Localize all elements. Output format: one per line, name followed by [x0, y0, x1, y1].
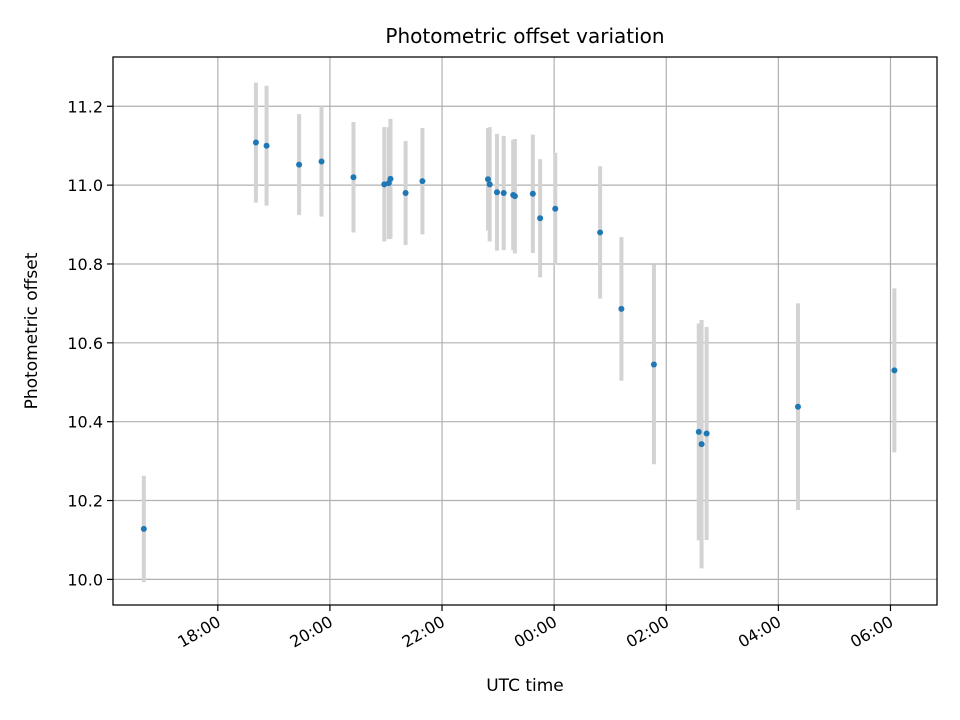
grid-lines [113, 57, 937, 605]
y-tick-label: 10.0 [67, 570, 103, 589]
y-tick-label: 10.2 [67, 492, 103, 511]
data-point [140, 525, 147, 532]
data-point [794, 403, 801, 410]
x-axis-label: UTC time [486, 676, 564, 696]
y-axis-label: Photometric offset [22, 252, 42, 409]
data-point [381, 181, 388, 188]
data-point [698, 441, 705, 448]
data-point [485, 176, 492, 183]
y-tick-label: 10.4 [67, 413, 103, 432]
data-point [419, 178, 426, 185]
y-tick-label: 10.6 [67, 334, 103, 353]
data-point [891, 367, 898, 374]
data-point [387, 175, 394, 182]
data-point [263, 142, 270, 149]
data-point [552, 205, 559, 212]
data-point [296, 161, 303, 168]
y-tick-label: 10.8 [67, 255, 103, 274]
y-tick-label: 11.2 [67, 97, 103, 116]
data-point [493, 189, 500, 196]
data-point [537, 215, 544, 222]
data-point [597, 229, 604, 236]
data-point [402, 190, 409, 197]
data-point [703, 430, 710, 437]
data-point [486, 181, 493, 188]
data-point [511, 193, 518, 200]
data-point [318, 158, 325, 165]
plot-area-frame [112, 56, 938, 606]
y-axis-ticks: 10.0 10.2 10.4 10.6 10.8 11.0 11.2 [67, 97, 113, 589]
chart-title: Photometric offset variation [385, 24, 664, 48]
data-point [650, 361, 657, 368]
data-point [695, 428, 702, 435]
data-point [500, 190, 507, 197]
data-point [529, 190, 536, 197]
y-tick-label: 11.0 [67, 176, 103, 195]
data-points [140, 139, 898, 532]
data-point [252, 139, 259, 146]
data-point [350, 174, 357, 181]
data-point [618, 305, 625, 312]
